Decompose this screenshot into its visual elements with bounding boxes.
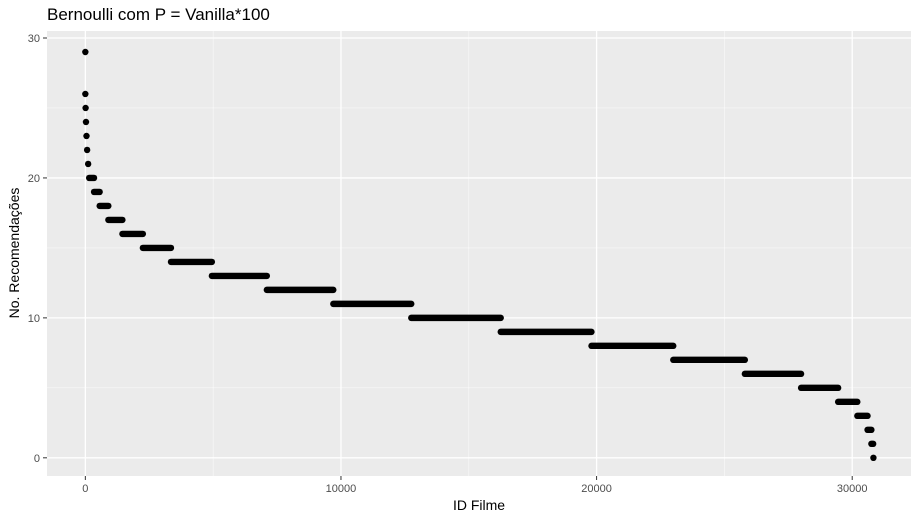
y-tick-label: 10 xyxy=(28,313,40,325)
y-tick-label: 20 xyxy=(28,173,40,185)
data-point xyxy=(82,104,89,112)
x-axis-title: ID Filme xyxy=(453,497,505,513)
x-tick-label: 20000 xyxy=(581,483,612,495)
plot-panel xyxy=(47,31,911,476)
data-point xyxy=(83,146,91,154)
x-tick-label: 0 xyxy=(82,483,88,495)
y-tick-label: 30 xyxy=(28,33,40,45)
data-point xyxy=(870,454,877,462)
x-axis: 0 10000 20000 30000 xyxy=(82,476,868,495)
data-points xyxy=(82,48,877,462)
data-point xyxy=(84,160,92,168)
y-axis-title: No. Recomendações xyxy=(6,188,22,319)
x-tick-label: 10000 xyxy=(326,483,357,495)
data-point xyxy=(83,132,90,140)
y-tick-label: 0 xyxy=(34,453,40,465)
grid-minor-lines xyxy=(47,31,911,476)
data-point xyxy=(82,118,90,126)
y-axis: 0 10 20 30 xyxy=(28,33,47,465)
data-point xyxy=(82,48,89,56)
chart-title: Bernoulli com P = Vanilla*100 xyxy=(47,5,270,24)
x-tick-label: 30000 xyxy=(837,483,868,495)
data-point xyxy=(82,90,89,98)
panel-background xyxy=(47,31,911,476)
